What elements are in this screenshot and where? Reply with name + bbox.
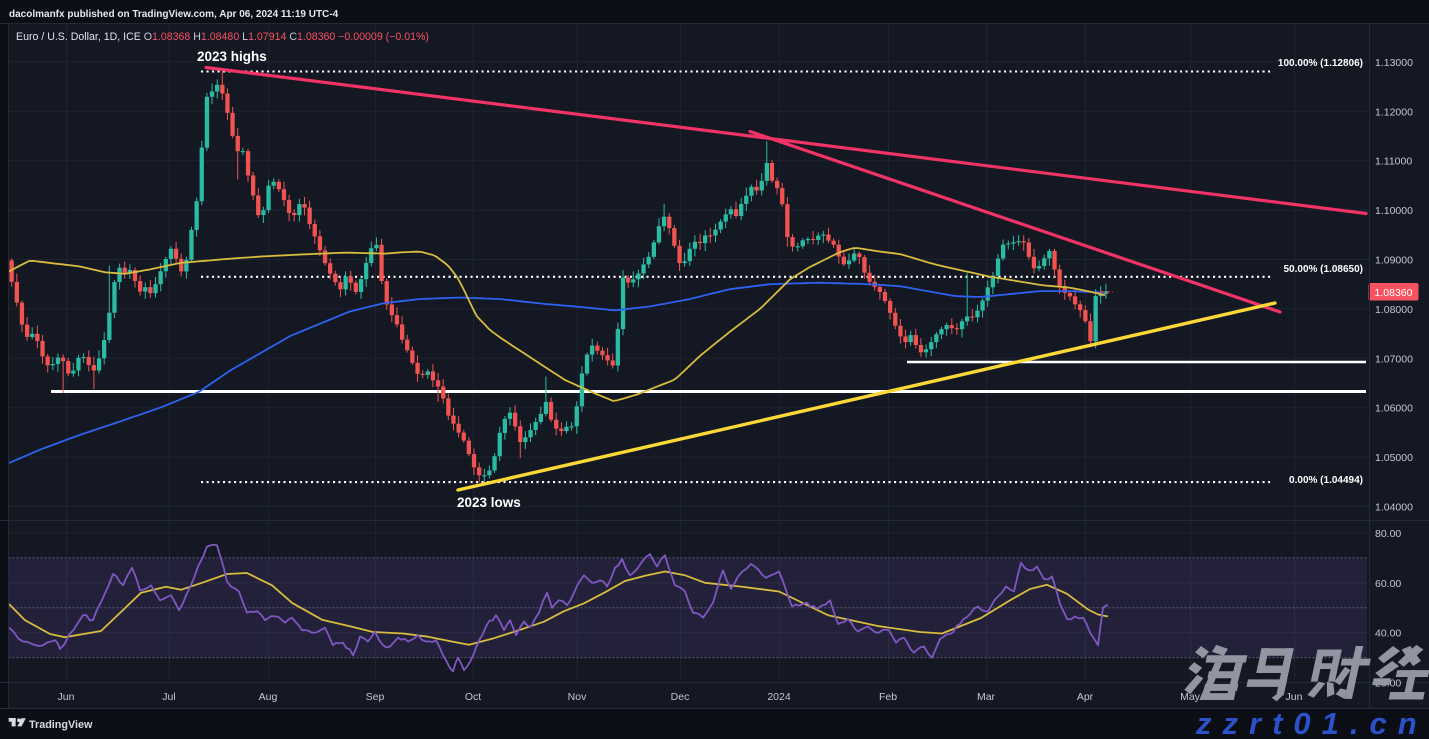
svg-text:Jul: Jul (162, 691, 175, 703)
svg-text:Aug: Aug (259, 691, 278, 703)
svg-text:Jun: Jun (1286, 691, 1303, 703)
svg-text:50.00% (1.08650): 50.00% (1.08650) (1283, 264, 1363, 275)
svg-text:Mar: Mar (977, 691, 996, 703)
svg-text:2024: 2024 (767, 691, 791, 703)
svg-text:1.13000: 1.13000 (1375, 57, 1413, 69)
svg-text:1.09000: 1.09000 (1375, 255, 1413, 267)
svg-text:May: May (1180, 691, 1201, 703)
svg-text:1.04000: 1.04000 (1375, 502, 1413, 514)
svg-text:TradingView: TradingView (29, 719, 93, 731)
svg-text:Jun: Jun (58, 691, 75, 703)
svg-text:Oct: Oct (465, 691, 481, 703)
svg-text:80.00: 80.00 (1375, 528, 1401, 540)
svg-text:1.07000: 1.07000 (1375, 353, 1413, 365)
svg-text:1.06000: 1.06000 (1375, 403, 1413, 415)
svg-text:Apr: Apr (1077, 691, 1094, 703)
svg-text:Dec: Dec (671, 691, 690, 703)
svg-text:zzrt01.cn: zzrt01.cn (1195, 706, 1428, 739)
svg-text:Euro / U.S. Dollar, 1D, ICE O: Euro / U.S. Dollar, 1D, ICE O1.08368 H1.… (16, 31, 429, 43)
svg-text:2023 lows: 2023 lows (457, 495, 521, 510)
svg-text:60.00: 60.00 (1375, 578, 1401, 590)
svg-text:dacolmanfx published on Tradin: dacolmanfx published on TradingView.com,… (9, 9, 339, 20)
svg-text:1.08000: 1.08000 (1375, 304, 1413, 316)
svg-text:Nov: Nov (568, 691, 587, 703)
svg-text:1.08360: 1.08360 (1375, 287, 1413, 299)
svg-text:100.00% (1.12806): 100.00% (1.12806) (1278, 58, 1363, 69)
svg-text:1.10000: 1.10000 (1375, 205, 1413, 217)
svg-text:2023 highs: 2023 highs (197, 49, 267, 64)
svg-text:Feb: Feb (879, 691, 897, 703)
svg-text:1.05000: 1.05000 (1375, 452, 1413, 464)
svg-text:1.11000: 1.11000 (1375, 156, 1412, 168)
svg-text:0.00% (1.04494): 0.00% (1.04494) (1289, 475, 1363, 486)
svg-text:Sep: Sep (366, 691, 385, 703)
svg-text:1.12000: 1.12000 (1375, 106, 1413, 118)
svg-text:40.00: 40.00 (1375, 628, 1401, 640)
